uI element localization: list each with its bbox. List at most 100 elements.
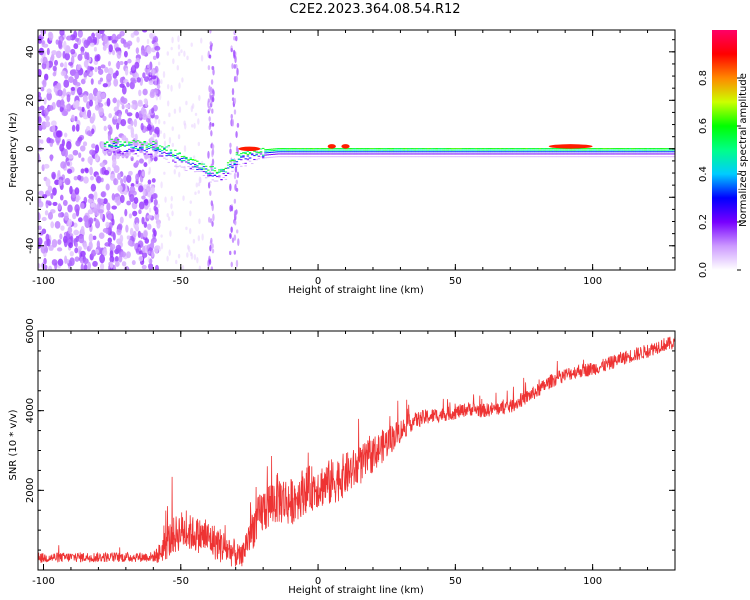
heatmap-band-cell: [147, 143, 151, 145]
heatmap-band-cell: [380, 149, 384, 151]
heatmap-band-cell: [637, 148, 641, 150]
heatmap-hot-spot: [327, 144, 336, 149]
heatmap-band-cell: [661, 156, 665, 158]
heatmap-band-cell: [510, 149, 513, 151]
heatmap-band-cell: [433, 153, 436, 155]
heatmap-band-cell: [499, 149, 502, 151]
heatmap-band-cell: [472, 149, 476, 151]
heatmap-band-cell: [523, 151, 526, 153]
heatmap-band-cell: [242, 156, 245, 158]
heatmap-band-cell: [262, 155, 265, 157]
heatmap-noise-cell: [163, 140, 167, 147]
heatmap-noise-cell: [65, 104, 70, 110]
heatmap-band-cell: [103, 142, 107, 144]
heatmap-band-cell: [415, 148, 419, 150]
snr-series-line: [38, 336, 675, 567]
heatmap-noise-cell: [212, 89, 215, 97]
heatmap-band-cell: [475, 156, 478, 158]
heatmap-band-cell: [275, 151, 278, 153]
heatmap-band-cell: [589, 149, 592, 151]
heatmap-noise-cell: [146, 124, 152, 131]
heatmap-band-cell: [125, 150, 129, 152]
heatmap-band-cell: [275, 148, 278, 150]
heatmap-band-cell: [611, 148, 614, 150]
heatmap-noise-cell: [140, 107, 145, 115]
heatmap-band-cell: [284, 156, 287, 158]
heatmap-noise-cell: [147, 256, 151, 263]
heatmap-band-cell: [154, 142, 157, 144]
heatmap-band-cell: [378, 151, 381, 153]
heatmap-noise-cell: [192, 155, 196, 159]
heatmap-band-cell: [435, 151, 438, 153]
heatmap-band-cell: [400, 149, 403, 151]
heatmap-noise-cell: [125, 224, 129, 233]
heatmap-band-cell: [578, 148, 581, 150]
heatmap-noise-cell: [158, 247, 162, 252]
x-tick-label: -100: [32, 576, 55, 587]
heatmap-noise-cell: [143, 76, 150, 83]
heatmap-band-cell: [112, 151, 116, 153]
heatmap-noise-cell: [88, 209, 93, 215]
heatmap-noise-cell: [133, 118, 138, 128]
heatmap-noise-cell: [131, 79, 137, 84]
heatmap-noise-cell: [178, 171, 181, 178]
heatmap-noise-cell: [59, 143, 65, 152]
heatmap-noise-cell: [70, 114, 75, 122]
heatmap-band-cell: [327, 149, 331, 151]
heatmap-band-cell: [609, 153, 612, 155]
heatmap-band-cell: [481, 148, 485, 150]
heatmap-band-cell: [106, 141, 109, 143]
heatmap-band-cell: [114, 145, 118, 147]
heatmap-noise-cell: [116, 228, 122, 236]
heatmap-noise-cell: [114, 260, 120, 267]
heatmap-noise-cell: [108, 113, 113, 119]
heatmap-band-cell: [365, 156, 368, 158]
heatmap-band-cell: [602, 153, 605, 155]
heatmap-noise-cell: [38, 68, 42, 77]
heatmap-band-cell: [657, 149, 660, 151]
heatmap-noise-cell: [148, 207, 152, 213]
heatmap-noise-cell: [102, 227, 109, 233]
heatmap-band-cell: [670, 149, 674, 151]
heatmap-band-cell: [156, 149, 160, 151]
heatmap-band-cell: [595, 151, 599, 153]
heatmap-noise-cell: [61, 110, 68, 117]
heatmap-noise-cell: [95, 218, 99, 226]
heatmap-band-cell: [450, 149, 454, 151]
heatmap-band-cell: [180, 160, 184, 162]
heatmap-band-cell: [562, 148, 566, 150]
heatmap-band-cell: [593, 151, 597, 153]
heatmap-band-cell: [343, 156, 346, 158]
heatmap-band-cell: [431, 156, 434, 158]
heatmap-band-cell: [538, 156, 542, 158]
heatmap-band-cell: [134, 153, 138, 155]
heatmap-band-cell: [222, 176, 225, 178]
heatmap-band-cell: [490, 156, 493, 158]
heatmap-band-cell: [178, 153, 181, 155]
heatmap-noise-cell: [152, 228, 156, 234]
heatmap-band-cell: [637, 156, 641, 158]
heatmap-noise-cell: [38, 36, 43, 44]
heatmap-noise-cell: [207, 100, 210, 108]
heatmap-noise-cell: [208, 54, 212, 59]
heatmap-band-cell: [666, 148, 669, 150]
heatmap-band-cell: [139, 148, 142, 150]
heatmap-noise-cell: [62, 87, 67, 97]
heatmap-band-cell: [196, 166, 199, 168]
heatmap-band-cell: [316, 148, 320, 150]
heatmap-band-cell: [648, 149, 652, 151]
heatmap-band-cell: [371, 156, 375, 158]
heatmap-band-cell: [615, 151, 619, 153]
heatmap-noise-cell: [50, 120, 57, 127]
heatmap-noise-cell: [186, 252, 189, 258]
heatmap-band-cell: [178, 159, 181, 161]
heatmap-band-cell: [139, 141, 142, 143]
heatmap-band-cell: [655, 156, 658, 158]
heatmap-band-cell: [666, 151, 669, 153]
heatmap-noise-cell: [87, 156, 94, 164]
heatmap-band-cell: [492, 148, 496, 150]
heatmap-band-cell: [442, 149, 445, 151]
heatmap-noise-cell: [91, 143, 96, 149]
heatmap-band-cell: [593, 156, 597, 158]
heatmap-band-cell: [356, 151, 359, 153]
